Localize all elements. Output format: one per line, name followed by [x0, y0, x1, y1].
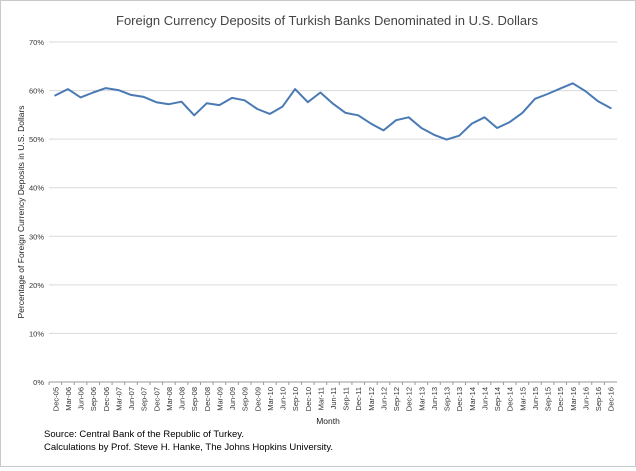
x-tick-label: Jun-12	[379, 387, 388, 410]
x-tick-label: Mar-16	[569, 387, 578, 411]
x-tick-label: Mar-13	[417, 387, 426, 411]
y-tick-label: 0%	[33, 378, 44, 387]
x-tick-label: Sep-15	[544, 387, 553, 411]
x-tick-label: Jun-14	[480, 387, 489, 410]
x-tick-label: Sep-08	[190, 387, 199, 411]
x-tick-label: Jun-07	[127, 387, 136, 410]
x-tick-label: Mar-14	[468, 387, 477, 411]
x-tick-label: Jun-10	[279, 387, 288, 410]
x-tick-label: Jun-13	[430, 387, 439, 410]
x-tick-label: Mar-07	[114, 387, 123, 411]
source-line: Source: Central Bank of the Republic of …	[44, 428, 333, 441]
x-tick-label: Dec-09	[253, 387, 262, 411]
source-note: Source: Central Bank of the Republic of …	[44, 428, 333, 454]
y-axis-ticks: 0% 10% 20% 30% 40% 50% 60% 70%	[29, 38, 44, 387]
x-tick-label: Jun-11	[329, 387, 338, 409]
x-tick-label: Jun-16	[581, 387, 590, 410]
calculation-credit: Calculations by Prof. Steve H. Hanke, Th…	[44, 441, 333, 454]
x-tick-label: Mar-06	[64, 387, 73, 411]
x-tick-label: Mar-09	[215, 387, 224, 411]
x-tick-label: Mar-10	[266, 387, 275, 411]
x-tick-label: Sep-09	[241, 387, 250, 411]
x-tick-label: Sep-13	[443, 387, 452, 411]
x-tick-label: Sep-12	[392, 387, 401, 411]
x-tick-label: Dec-13	[455, 387, 464, 411]
x-axis-label: Month	[316, 416, 340, 426]
x-tick-label: Sep-11	[342, 387, 351, 411]
y-axis-label: Percentage of Foreign Currency Deposits …	[16, 105, 26, 318]
x-tick-label: Dec-10	[304, 387, 313, 411]
series-line	[55, 83, 610, 139]
x-tick-label: Dec-11	[354, 387, 363, 411]
gridlines	[49, 42, 617, 382]
x-tick-label: Sep-06	[89, 387, 98, 411]
y-tick-label: 70%	[29, 38, 44, 47]
x-tick-label: Dec-08	[203, 387, 212, 411]
y-tick-label: 60%	[29, 87, 44, 96]
x-tick-label: Jun-09	[228, 387, 237, 410]
x-tick-label: Mar-08	[165, 387, 174, 411]
x-tick-label: Dec-07	[152, 387, 161, 411]
y-tick-label: 30%	[29, 232, 44, 241]
x-tick-label: Sep-10	[291, 387, 300, 411]
x-tick-label: Jun-15	[531, 387, 540, 410]
x-tick-label: Sep-14	[493, 387, 502, 411]
x-tick-label: Dec-14	[506, 387, 515, 411]
y-tick-label: 20%	[29, 281, 44, 290]
x-tick-label: Mar-11	[316, 387, 325, 410]
x-tick-label: Dec-05	[51, 387, 60, 411]
x-tick-label: Jun-08	[178, 387, 187, 410]
x-tick-label: Dec-06	[102, 387, 111, 411]
x-tick-label: Sep-16	[594, 387, 603, 411]
y-tick-label: 10%	[29, 329, 44, 338]
x-tick-label: Mar-15	[518, 387, 527, 411]
x-tick-label: Jun-06	[77, 387, 86, 410]
x-tick-label: Dec-12	[405, 387, 414, 411]
x-tick-label: Dec-15	[556, 387, 565, 411]
x-tick-label: Sep-07	[140, 387, 149, 411]
chart-title: Foreign Currency Deposits of Turkish Ban…	[116, 13, 538, 28]
y-tick-label: 40%	[29, 184, 44, 193]
series-group	[55, 83, 610, 139]
x-tick-label: Mar-12	[367, 387, 376, 411]
x-tick-label: Dec-16	[607, 387, 616, 411]
y-tick-label: 50%	[29, 135, 44, 144]
